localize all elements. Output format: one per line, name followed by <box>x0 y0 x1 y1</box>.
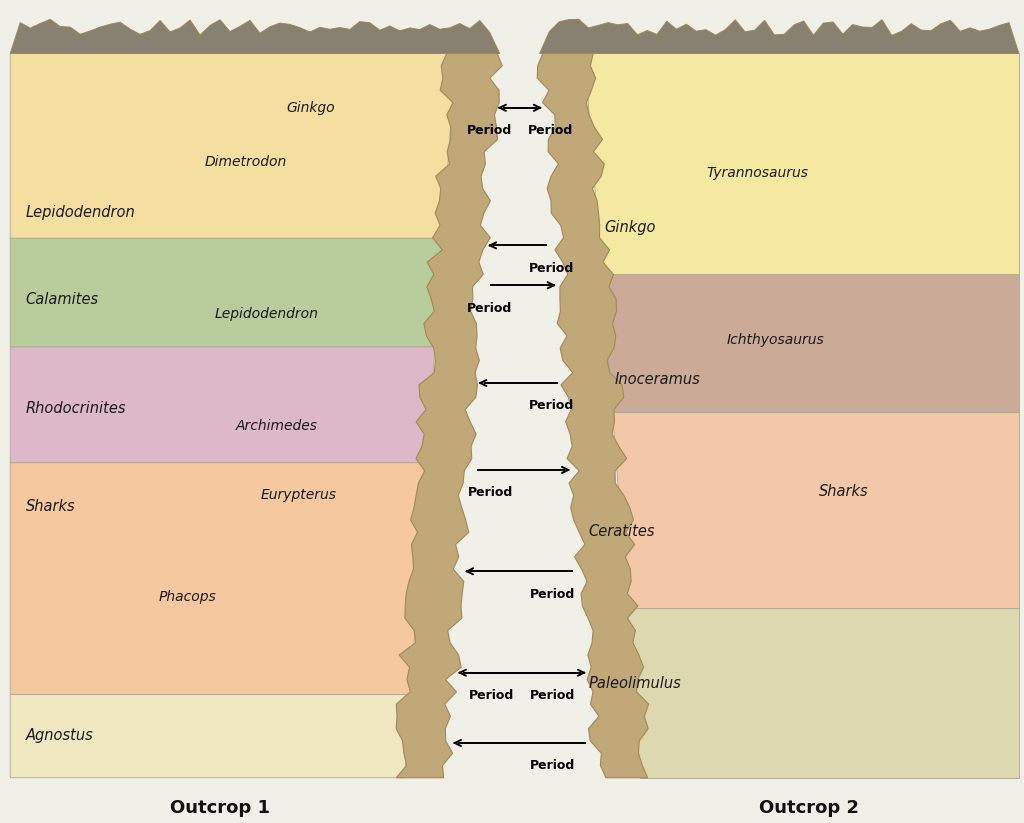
Text: Period: Period <box>468 486 513 500</box>
Polygon shape <box>540 20 1019 53</box>
Text: Period: Period <box>467 302 512 314</box>
Text: Period: Period <box>530 689 575 702</box>
Polygon shape <box>10 695 411 778</box>
Polygon shape <box>584 53 1019 274</box>
Text: Sharks: Sharks <box>26 499 75 514</box>
Text: Period: Period <box>467 124 512 137</box>
Text: Sharks: Sharks <box>819 484 868 500</box>
Text: Outcrop 2: Outcrop 2 <box>759 799 859 817</box>
Text: Period: Period <box>528 262 573 275</box>
Text: Period: Period <box>530 760 575 773</box>
Polygon shape <box>10 19 500 53</box>
Text: Calamites: Calamites <box>26 292 98 307</box>
Text: Ichthyosaurus: Ichthyosaurus <box>727 332 824 346</box>
Polygon shape <box>601 274 1019 412</box>
Text: Archimedes: Archimedes <box>236 420 317 434</box>
Text: Dimetrodon: Dimetrodon <box>205 155 287 170</box>
Text: Period: Period <box>528 124 573 137</box>
Text: Ginkgo: Ginkgo <box>287 100 335 115</box>
Text: Rhodocrinites: Rhodocrinites <box>26 401 126 416</box>
Text: Outcrop 1: Outcrop 1 <box>170 799 270 817</box>
Text: Tyrannosaurus: Tyrannosaurus <box>707 166 809 180</box>
Text: Period: Period <box>469 689 514 702</box>
Text: Paleolimulus: Paleolimulus <box>589 676 682 691</box>
Text: Ginkgo: Ginkgo <box>604 220 655 235</box>
Text: Agnostus: Agnostus <box>26 728 93 743</box>
Text: Lepidodendron: Lepidodendron <box>26 205 135 221</box>
Text: Ceratites: Ceratites <box>589 524 655 539</box>
Polygon shape <box>396 53 502 778</box>
Text: Period: Period <box>529 399 574 412</box>
Text: Period: Period <box>529 588 574 601</box>
Polygon shape <box>538 53 648 778</box>
Text: Inoceramus: Inoceramus <box>614 372 700 387</box>
Polygon shape <box>10 346 435 463</box>
Text: Lepidodendron: Lepidodendron <box>215 307 318 321</box>
Text: Eurypterus: Eurypterus <box>261 488 337 502</box>
Polygon shape <box>10 238 442 346</box>
Polygon shape <box>611 412 1019 607</box>
Polygon shape <box>10 463 427 695</box>
Polygon shape <box>10 53 456 238</box>
Polygon shape <box>627 607 1019 778</box>
Text: Phacops: Phacops <box>159 589 216 604</box>
